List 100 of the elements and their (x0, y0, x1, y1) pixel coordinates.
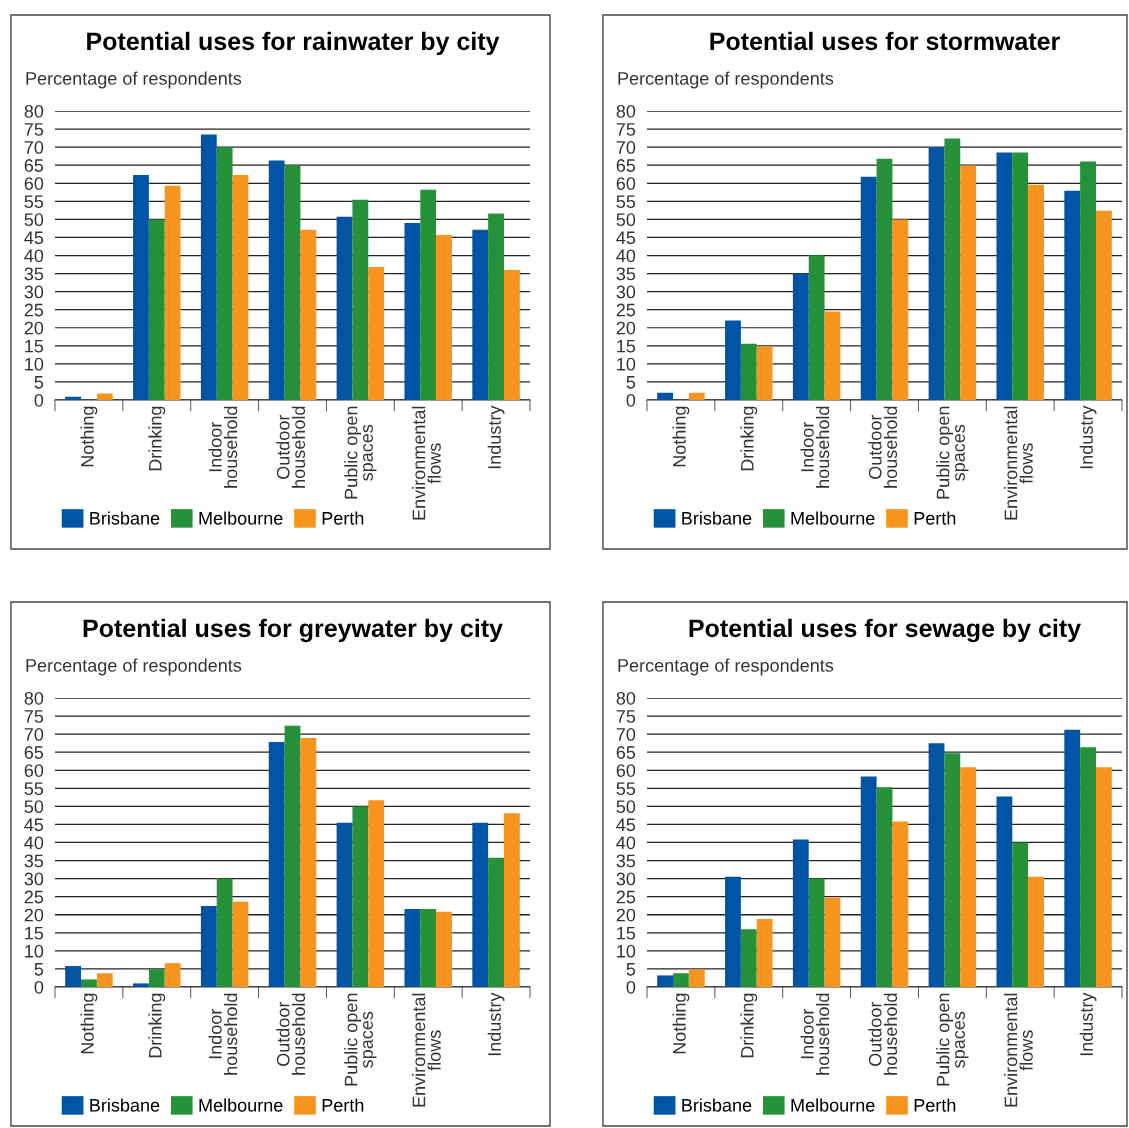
y-tick-label: 75 (24, 123, 44, 136)
x-tick-label: Public open spaces (936, 993, 969, 1086)
y-tick-label: 80 (616, 691, 636, 705)
y-tick-label: 65 (24, 159, 44, 172)
y-tick-label: 40 (24, 836, 44, 850)
bar (284, 165, 301, 400)
legend-label: Brisbane (90, 1098, 160, 1112)
bar (284, 725, 301, 987)
y-tick-label: 65 (24, 746, 44, 759)
bar (133, 174, 149, 400)
y-tick-label: 5 (626, 963, 636, 976)
y-tick-label: 45 (616, 818, 636, 832)
x-tick-label: Nothing (672, 993, 690, 1054)
y-tick-label: 80 (24, 104, 44, 118)
chart-title: Potential uses for sewage by city (689, 618, 1081, 643)
bar (1012, 842, 1029, 987)
y-tick-label: 45 (616, 231, 636, 245)
y-tick-label: 10 (617, 944, 636, 958)
y-tick-label: 15 (617, 339, 636, 353)
bar (503, 269, 520, 400)
bar (164, 963, 181, 987)
y-axis-title: Percentage of respondents (618, 71, 834, 89)
x-tick-label: Industry (487, 405, 505, 469)
y-tick-label: 20 (616, 321, 636, 335)
bar (268, 160, 285, 400)
x-tick-label: Environmental flows (412, 406, 441, 520)
bar (1095, 210, 1112, 400)
x-tick-label: Public open spaces (344, 993, 377, 1086)
legend-label: Perth (914, 511, 956, 525)
y-tick-label: 35 (24, 267, 44, 281)
chart-title: Potential uses for greywater by city (83, 618, 503, 643)
x-tick-label: Outdoor household (276, 993, 306, 1075)
y-tick-label: 15 (25, 339, 44, 353)
x-tick-label: Environmental flows (1004, 406, 1033, 520)
bar (368, 800, 385, 987)
x-tick-label: Indoor household (208, 406, 238, 488)
y-tick-label: 5 (34, 376, 44, 389)
y-tick-label: 55 (616, 782, 636, 796)
y-tick-label: 25 (616, 890, 636, 904)
bar (420, 189, 437, 400)
x-tick-label: Outdoor household (868, 406, 898, 488)
bar (336, 822, 353, 987)
x-tick-label: Indoor household (800, 993, 830, 1075)
y-tick-label: 55 (616, 195, 636, 209)
x-tick-label: Nothing (672, 406, 690, 467)
bar (892, 821, 909, 987)
y-tick-label: 0 (34, 980, 44, 994)
legend-label: Brisbane (682, 1098, 752, 1112)
bar (673, 973, 689, 987)
bar (336, 216, 353, 400)
legend-label: Melbourne (199, 1098, 283, 1112)
bar (792, 273, 809, 400)
chart-title: Potential uses for stormwater (710, 31, 1060, 51)
bar (300, 738, 317, 987)
y-tick-label: 60 (24, 177, 44, 190)
bar (824, 897, 841, 987)
y-tick-label: 45 (24, 231, 44, 245)
x-tick-label: Nothing (80, 993, 98, 1054)
bar (352, 199, 369, 400)
y-tick-label: 35 (24, 854, 44, 868)
y-tick-label: 10 (25, 357, 44, 371)
y-tick-label: 35 (616, 267, 636, 281)
y-tick-label: 25 (24, 890, 44, 904)
y-tick-label: 80 (616, 104, 636, 118)
bar (928, 743, 945, 987)
bar (688, 392, 705, 400)
bar (996, 796, 1013, 987)
y-tick-label: 40 (616, 836, 636, 850)
bar (657, 392, 674, 400)
bar (996, 152, 1013, 400)
bar (164, 185, 181, 400)
bar (96, 973, 113, 987)
bar (436, 911, 452, 987)
y-tick-label: 25 (24, 303, 44, 317)
bar (300, 229, 317, 400)
y-tick-label: 40 (616, 249, 636, 263)
bar (756, 346, 773, 400)
bar (200, 906, 217, 987)
bar (232, 901, 249, 987)
bar (1028, 184, 1044, 400)
bar (232, 174, 249, 400)
bar (740, 929, 757, 987)
bar (944, 138, 961, 400)
y-tick-label: 40 (24, 249, 44, 263)
bar (1064, 190, 1081, 400)
y-tick-label: 75 (616, 710, 636, 723)
bar (268, 742, 285, 987)
bar (200, 134, 217, 400)
x-tick-label: Public open spaces (936, 406, 969, 499)
y-tick-label: 30 (616, 285, 636, 299)
y-tick-label: 10 (617, 357, 636, 371)
bar (928, 147, 945, 400)
y-tick-label: 80 (24, 691, 44, 705)
y-tick-label: 50 (24, 800, 44, 814)
bar (404, 222, 421, 400)
x-tick-label: Drinking (148, 406, 166, 471)
bar (436, 234, 452, 400)
y-tick-label: 0 (626, 393, 636, 407)
bar (352, 806, 369, 987)
y-tick-label: 30 (24, 872, 44, 886)
